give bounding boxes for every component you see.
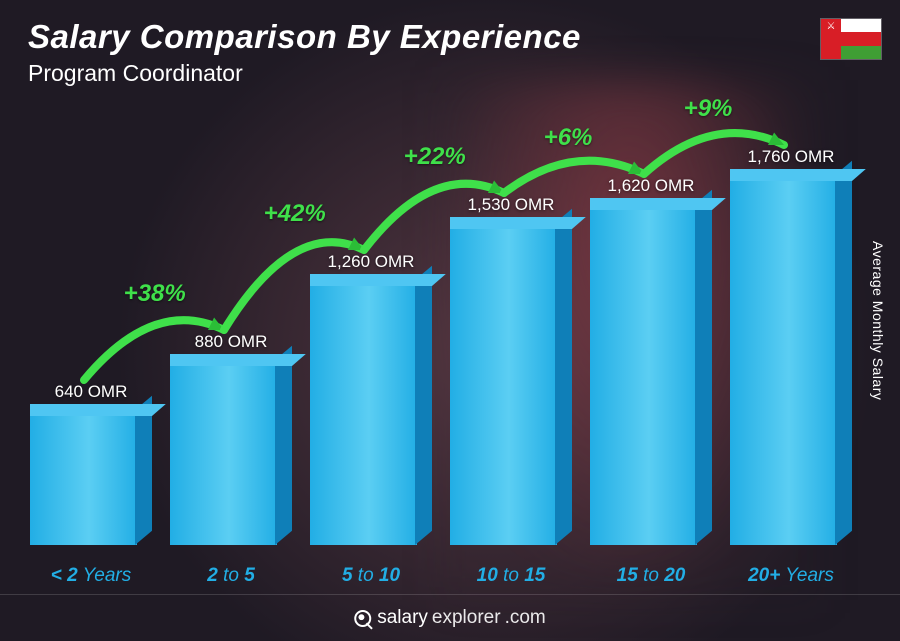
- bar-side: [275, 346, 292, 545]
- x-axis-label: < 2 Years: [30, 565, 152, 587]
- bar-face: [730, 175, 837, 545]
- bar-value-label: 880 OMR: [195, 332, 268, 352]
- header: Salary Comparison By Experience Program …: [28, 18, 820, 87]
- bar-slot: 1,620 OMR: [590, 100, 712, 545]
- pct-label: +22%: [404, 143, 466, 171]
- pct-label: +38%: [124, 280, 186, 308]
- bar-value-label: 1,530 OMR: [468, 195, 555, 215]
- bar-slot: 880 OMR: [170, 100, 292, 545]
- pct-label: +9%: [684, 95, 733, 123]
- bar-face: [450, 223, 557, 545]
- flag-emblem-icon: ⚔: [824, 21, 838, 33]
- magnifier-icon: [354, 610, 371, 627]
- bar-cap: [730, 169, 837, 181]
- y-axis-caption: Average Monthly Salary: [870, 241, 886, 400]
- bar-slot: 640 OMR: [30, 100, 152, 545]
- watermark-text-c: .com: [505, 607, 546, 629]
- bar-face: [310, 280, 417, 545]
- bar-side: [415, 266, 432, 545]
- watermark-text-b: explorer: [432, 607, 501, 629]
- bar-value-label: 1,260 OMR: [328, 252, 415, 272]
- bar-value-label: 640 OMR: [55, 382, 128, 402]
- bar-face: [170, 360, 277, 545]
- bar-cap: [590, 198, 697, 210]
- bar-side: [695, 190, 712, 545]
- bar-face: [590, 204, 697, 545]
- pct-label: +6%: [544, 124, 593, 152]
- bar-cap: [30, 404, 137, 416]
- bar-cap: [450, 217, 557, 229]
- bar-value-label: 1,760 OMR: [748, 147, 835, 167]
- bar-value-label: 1,620 OMR: [608, 176, 695, 196]
- footer-divider: [0, 594, 900, 595]
- watermark-text-a: salary: [377, 607, 428, 629]
- x-axis: < 2 Years 2 to 5 5 to 10 10 to 15 15 to 20 20…: [30, 565, 852, 587]
- bar: [730, 175, 852, 545]
- bar-cap: [310, 274, 417, 286]
- x-axis-label: 2 to 5: [170, 565, 292, 587]
- bar: [450, 223, 572, 545]
- x-axis-label: 15 to 20: [590, 565, 712, 587]
- bar-cap: [170, 354, 277, 366]
- bar-side: [555, 209, 572, 545]
- bar-slot: 1,530 OMR: [450, 100, 572, 545]
- pct-label: +42%: [264, 200, 326, 228]
- bar: [170, 360, 292, 545]
- x-axis-label: 20+ Years: [730, 565, 852, 587]
- bar: [310, 280, 432, 545]
- bar-face: [30, 410, 137, 545]
- x-axis-label: 5 to 10: [310, 565, 432, 587]
- bar: [30, 410, 152, 545]
- x-axis-label: 10 to 15: [450, 565, 572, 587]
- watermark: salaryexplorer.com: [354, 607, 546, 629]
- bar-side: [135, 396, 152, 545]
- chart-title: Salary Comparison By Experience: [28, 18, 820, 56]
- bar-side: [835, 161, 852, 545]
- chart-subtitle: Program Coordinator: [28, 60, 820, 87]
- bar-slot: 1,760 OMR: [730, 100, 852, 545]
- bar: [590, 204, 712, 545]
- side-caption-wrap: Average Monthly Salary: [864, 0, 892, 641]
